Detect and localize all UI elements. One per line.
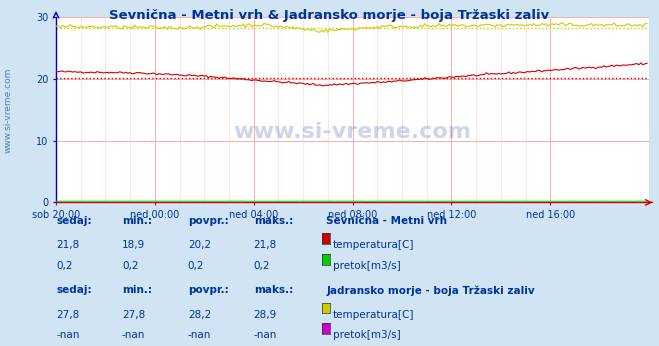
Text: www.si-vreme.com: www.si-vreme.com bbox=[3, 68, 13, 153]
Text: temperatura[C]: temperatura[C] bbox=[333, 310, 415, 320]
Text: maks.:: maks.: bbox=[254, 216, 293, 226]
Text: -nan: -nan bbox=[188, 330, 211, 340]
Text: pretok[m3/s]: pretok[m3/s] bbox=[333, 261, 401, 271]
Text: min.:: min.: bbox=[122, 285, 152, 295]
Text: 28,9: 28,9 bbox=[254, 310, 277, 320]
Text: 20,2: 20,2 bbox=[188, 240, 211, 251]
Text: Sevnična - Metni vrh: Sevnična - Metni vrh bbox=[326, 216, 447, 226]
Text: min.:: min.: bbox=[122, 216, 152, 226]
Text: 21,8: 21,8 bbox=[254, 240, 277, 251]
Text: povpr.:: povpr.: bbox=[188, 216, 229, 226]
Text: 0,2: 0,2 bbox=[254, 261, 270, 271]
Text: povpr.:: povpr.: bbox=[188, 285, 229, 295]
Text: 21,8: 21,8 bbox=[56, 240, 79, 251]
Text: sedaj:: sedaj: bbox=[56, 285, 92, 295]
Text: maks.:: maks.: bbox=[254, 285, 293, 295]
Text: temperatura[C]: temperatura[C] bbox=[333, 240, 415, 251]
Text: 0,2: 0,2 bbox=[188, 261, 204, 271]
Text: -nan: -nan bbox=[56, 330, 79, 340]
Text: 28,2: 28,2 bbox=[188, 310, 211, 320]
Text: Jadransko morje - boja Tržaski zaliv: Jadransko morje - boja Tržaski zaliv bbox=[326, 285, 535, 296]
Text: 0,2: 0,2 bbox=[122, 261, 138, 271]
Text: 0,2: 0,2 bbox=[56, 261, 72, 271]
Text: pretok[m3/s]: pretok[m3/s] bbox=[333, 330, 401, 340]
Text: 27,8: 27,8 bbox=[56, 310, 79, 320]
Text: Sevnična - Metni vrh & Jadransko morje - boja Tržaski zaliv: Sevnična - Metni vrh & Jadransko morje -… bbox=[109, 9, 550, 22]
Text: 18,9: 18,9 bbox=[122, 240, 145, 251]
Text: 27,8: 27,8 bbox=[122, 310, 145, 320]
Text: -nan: -nan bbox=[254, 330, 277, 340]
Text: -nan: -nan bbox=[122, 330, 145, 340]
Text: www.si-vreme.com: www.si-vreme.com bbox=[233, 122, 472, 142]
Text: sedaj:: sedaj: bbox=[56, 216, 92, 226]
